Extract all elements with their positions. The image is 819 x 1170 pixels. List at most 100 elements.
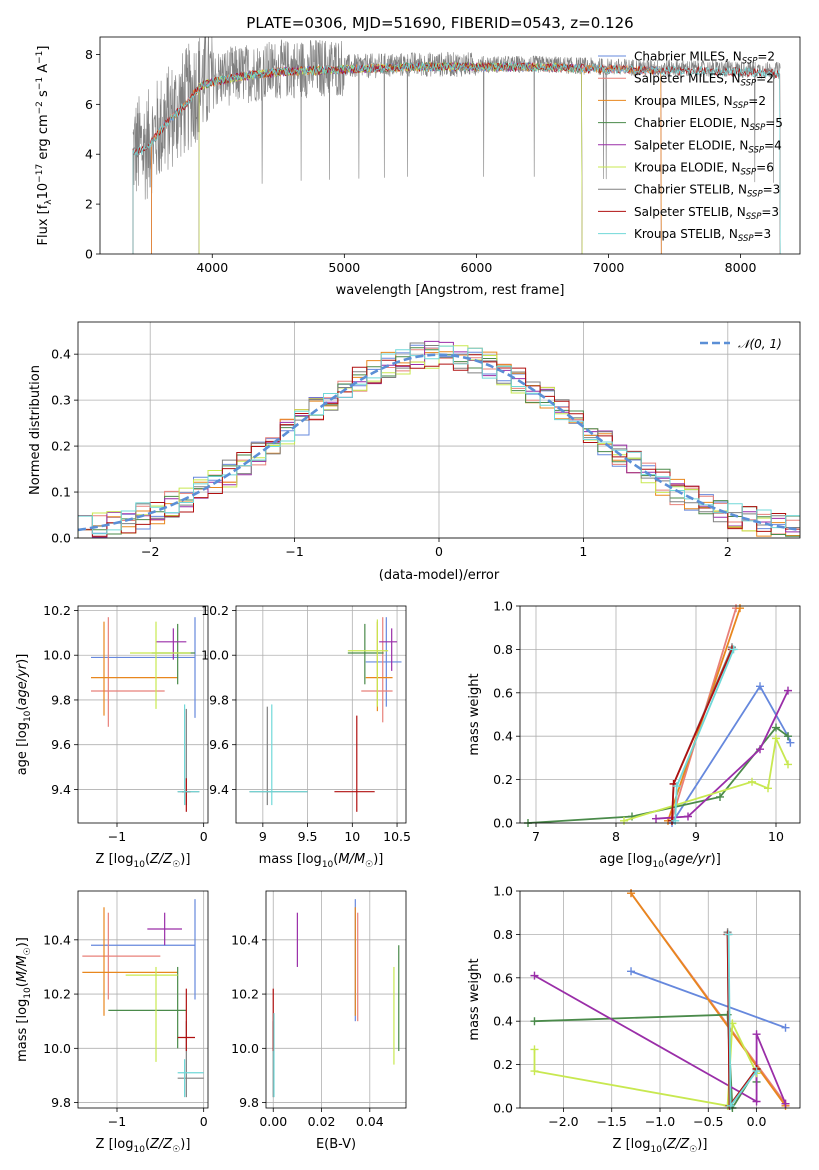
weight-point-chabrier_miles — [756, 682, 764, 691]
y-tick-label: 0 — [85, 247, 93, 262]
weight-point-chabrier_elodie — [716, 792, 724, 801]
y-tick-label: 1.0 — [493, 599, 513, 614]
x-tick-label: 0.00 — [259, 1114, 287, 1129]
weight-point-chabrier_miles — [786, 738, 795, 747]
model-spectrum-kroupa_miles — [151, 61, 662, 255]
weight-point-chabrier_elodie — [530, 1017, 539, 1026]
age_vs_Z-xlabel: Z [log10(Z/Z☉)] — [96, 852, 191, 870]
weight-point-chabrier_elodie — [772, 723, 780, 732]
y-tick-label: 0.1 — [51, 485, 71, 500]
x-tick-label: −2 — [141, 544, 159, 559]
weight-point-salpeter_elodie — [756, 745, 764, 754]
spectrum-frame — [99, 36, 801, 255]
model-spectrum-chabrier_miles — [151, 61, 662, 255]
weight-point-kroupa_stelib — [672, 782, 681, 791]
x-tick-label: 0 — [435, 544, 443, 559]
x-tick-label: −2.0 — [548, 1114, 578, 1129]
observed-spectrum-line — [132, 36, 781, 200]
y-tick-label: 2 — [85, 197, 93, 212]
weight-point-kroupa_stelib — [724, 930, 733, 939]
y-tick-label: 0.2 — [493, 1057, 513, 1072]
residual-legend: 𝒩(0, 1) — [700, 337, 782, 351]
y-tick-label: 9.4 — [209, 782, 229, 797]
weight-line-chabrier_stelib — [726, 932, 758, 1109]
legend-label: Kroupa MILES, N — [634, 94, 733, 108]
y-tick-label: 0.6 — [493, 970, 513, 985]
legend-suffix: =3 — [761, 205, 779, 219]
age_vs_Z-errorbars — [91, 617, 200, 812]
weight_vs_age-ylabel: mass weight — [467, 673, 482, 755]
legend-suffix: =3 — [763, 183, 781, 197]
weight-point-chabrier_miles — [781, 1023, 790, 1032]
weight-point-kroupa_stelib — [671, 816, 680, 825]
mass_vs_Z-xlabel: Z [log10(Z/Z☉)] — [96, 1137, 191, 1155]
legend-suffix: =2 — [748, 94, 766, 108]
legend-suffix: =3 — [754, 227, 772, 241]
weight_vs_Z-ylabel: mass weight — [467, 958, 482, 1040]
figure-title: PLATE=0306, MJD=51690, FIBERID=0543, z=0… — [246, 14, 633, 32]
age_vs_mass-xlabel: mass [log10(M/M☉)] — [259, 852, 384, 870]
x-tick-label: 9 — [692, 829, 700, 844]
y-tick-label: 4 — [85, 147, 93, 162]
legend-suffix: =2 — [756, 72, 774, 86]
weight-line-kroupa_stelib — [674, 649, 735, 821]
legend-label: Chabrier ELODIE, N — [634, 116, 750, 130]
mass_vs_EBV-axes: 0.00 0.02 0.04 9.8 10.0 10.2 10.4 — [231, 891, 406, 1129]
y-tick-label: 10.0 — [201, 648, 229, 663]
weight-point-kroupa_elodie — [748, 777, 756, 786]
x-tick-label: 0.0 — [747, 1114, 767, 1129]
x-tick-label: 0 — [200, 1114, 208, 1129]
x-tick-label: 2 — [724, 544, 732, 559]
weight_vs_Z-frame — [519, 890, 801, 1109]
weight-point-chabrier_elodie — [784, 732, 792, 741]
legend-entry: Kroupa STELIB, NSSP=3 — [634, 227, 771, 244]
legend-entry: Salpeter ELODIE, NSSP=4 — [634, 138, 782, 155]
residual-histograms — [78, 340, 800, 538]
y-tick-label: 9.8 — [51, 1095, 71, 1110]
age_vs_Z-frame — [77, 605, 209, 824]
y-tick-label: 9.8 — [209, 692, 229, 707]
model-spectrum-salpeter_miles — [151, 61, 662, 255]
legend-suffix: =6 — [756, 161, 774, 175]
weight-line-kroupa_miles — [630, 892, 787, 1107]
y-tick-label: 0.4 — [493, 729, 513, 744]
legend-label: Salpeter MILES, N — [634, 72, 741, 86]
residual-ylabel: Normed distribution — [28, 365, 43, 495]
mass_vs_EBV-errorbars — [272, 899, 400, 1098]
legend-entry: Salpeter MILES, NSSP=2 — [634, 72, 774, 89]
legend-entry: Chabrier STELIB, NSSP=3 — [634, 183, 780, 200]
spectrum-xlabel: wavelength [Angstrom, rest frame] — [336, 283, 565, 298]
legend-sub: SSP — [748, 145, 764, 155]
x-tick-label: 9 — [259, 829, 267, 844]
x-tick-label: 0.04 — [356, 1114, 384, 1129]
x-tick-label: 10.5 — [383, 829, 411, 844]
y-tick-label: 10.2 — [43, 603, 71, 618]
weight-line-chabrier_elodie — [527, 726, 789, 824]
x-tick-label: 10 — [768, 829, 784, 844]
legend-label: Salpeter STELIB, N — [634, 205, 746, 219]
residuals-axes: −2 −1 0 1 2 0.0 0.1 0.2 0.3 0.4 — [51, 322, 800, 559]
x-tick-label: 8 — [612, 829, 620, 844]
legend-suffix: =4 — [764, 138, 782, 152]
weight-point-salpeter_elodie — [752, 1030, 761, 1039]
legend-sub: SSP — [741, 79, 757, 89]
x-tick-label: 0.02 — [308, 1114, 336, 1129]
y-tick-label: 10.0 — [231, 1041, 259, 1056]
age_vs_mass-frame — [235, 605, 407, 824]
mass_vs_EBV-xlabel: E(B-V) — [316, 1137, 356, 1152]
legend-label: Salpeter ELODIE, N — [634, 138, 748, 152]
legend-sub: SSP — [741, 168, 757, 178]
y-tick-label: 10.0 — [43, 648, 71, 663]
weight-point-salpeter_elodie — [781, 1099, 790, 1108]
weight-point-kroupa_miles — [736, 604, 744, 613]
weight_vs_age-axes: 7 8 9 10 0.0 0.2 0.4 0.6 0.8 1.0 — [493, 599, 800, 844]
weight_vs_Z-series — [530, 889, 790, 1112]
y-tick-label: 10.2 — [201, 603, 229, 618]
x-tick-label: 1 — [579, 544, 587, 559]
model-spectrum-kroupa_stelib — [132, 61, 781, 255]
y-tick-label: 0.3 — [51, 393, 71, 408]
age_vs_Z-ylabel: age [log10(age/yr)] — [15, 654, 33, 776]
x-tick-label: −1.5 — [597, 1114, 627, 1129]
x-tick-label: 7 — [532, 829, 540, 844]
